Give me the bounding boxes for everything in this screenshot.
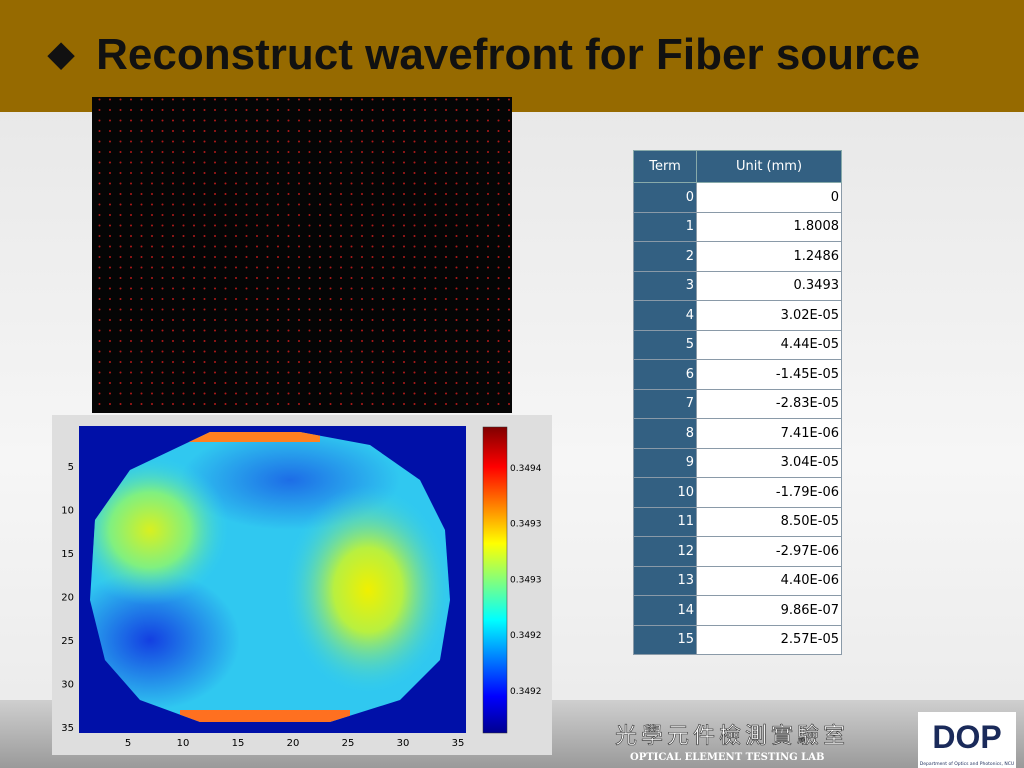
colorbar-label: 0.3494	[510, 464, 542, 474]
x-tick-label: 15	[232, 738, 245, 749]
unit-cell: 1.2486	[696, 241, 842, 272]
unit-cell: 1.8008	[696, 211, 842, 242]
unit-cell: -1.45E-05	[696, 359, 842, 390]
unit-cell: 7.41E-06	[696, 418, 842, 449]
term-cell: 9	[633, 447, 697, 478]
unit-cell: 9.86E-07	[696, 595, 842, 626]
unit-cell: 8.50E-05	[696, 506, 842, 537]
x-tick-label: 10	[177, 738, 190, 749]
col-header: Unit (mm)	[696, 150, 842, 183]
table-row: 11 8.50E-05	[633, 506, 842, 537]
term-cell: 8	[633, 418, 697, 449]
table-row: 1 1.8008	[633, 211, 842, 242]
term-cell: 14	[633, 595, 697, 626]
colorbar-label: 0.3492	[510, 631, 542, 641]
table-row: 12 -2.97E-06	[633, 536, 842, 567]
term-cell: 12	[633, 536, 697, 567]
table-row: 9 3.04E-05	[633, 447, 842, 478]
term-cell: 11	[633, 506, 697, 537]
y-tick-label: 35	[61, 723, 74, 734]
table-row: 7 -2.83E-05	[633, 388, 842, 419]
unit-cell: 3.02E-05	[696, 300, 842, 331]
term-cell: 13	[633, 565, 697, 596]
colorbar-label: 0.3492	[510, 687, 542, 697]
term-cell: 4	[633, 300, 697, 331]
map-rim	[170, 432, 320, 442]
wavefront-map	[90, 432, 450, 722]
y-tick-label: 30	[61, 680, 74, 691]
x-tick-label: 30	[397, 738, 410, 749]
y-tick-label: 5	[68, 462, 74, 473]
y-tick-label: 25	[61, 636, 74, 647]
map-rim	[180, 710, 350, 722]
y-tick-label: 20	[61, 593, 74, 604]
slide-title: ◆ Reconstruct wavefront for Fiber source	[48, 30, 920, 80]
spot-grid	[92, 97, 512, 413]
term-cell: 1	[633, 211, 697, 242]
colorbar-label: 0.3493	[510, 520, 542, 530]
table-row: 5 4.44E-05	[633, 329, 842, 360]
x-tick-label: 20	[287, 738, 300, 749]
table-row: 14 9.86E-07	[633, 595, 842, 626]
unit-cell: 0	[696, 182, 842, 213]
table-body: 0 0 1 1.8008 2 1.2486 3 0.3493 4 3.02E-05 5 4.44E-0…	[633, 182, 842, 655]
table-row: 4 3.02E-05	[633, 300, 842, 331]
term-cell: 7	[633, 388, 697, 419]
term-cell: 10	[633, 477, 697, 508]
department: Department of Optics and Photonics, NCU	[920, 761, 1014, 767]
unit-cell: 4.40E-06	[696, 565, 842, 596]
colorbar	[482, 426, 508, 734]
zernike-table: Term Unit (mm) 0 0 1 1.8008 2 1.2486 3 0.3493 4 3.…	[633, 150, 842, 655]
x-tick-label: 35	[452, 738, 465, 749]
table-row: 3 0.3493	[633, 270, 842, 301]
dop-logo-box	[918, 712, 1016, 768]
x-tick-label: 25	[342, 738, 355, 749]
term-cell: 5	[633, 329, 697, 360]
y-tick-label: 10	[61, 506, 74, 517]
colorbar-label: 0.3493	[510, 575, 542, 585]
table-row: 8 7.41E-06	[633, 418, 842, 449]
unit-cell: -2.97E-06	[696, 536, 842, 567]
table-row: 13 4.40E-06	[633, 565, 842, 596]
term-cell: 6	[633, 359, 697, 390]
table-row: 10 -1.79E-06	[633, 477, 842, 508]
term-cell: 3	[633, 270, 697, 301]
unit-cell: 3.04E-05	[696, 447, 842, 478]
bullet: ◆	[48, 35, 75, 73]
y-tick-label: 15	[61, 549, 74, 560]
header-bar	[0, 0, 1024, 112]
unit-cell: -1.79E-06	[696, 477, 842, 508]
unit-cell: 0.3493	[696, 270, 842, 301]
table-header: Term Unit (mm)	[633, 150, 842, 183]
unit-cell: 2.57E-05	[696, 624, 842, 655]
col-header: Term	[633, 150, 697, 183]
term-cell: 15	[633, 624, 697, 655]
lab-name-zh: 光學元件檢測實驗室	[615, 724, 849, 749]
map-high	[283, 485, 450, 695]
x-tick-label: 5	[125, 738, 131, 749]
unit-cell: -2.83E-05	[696, 388, 842, 419]
dop-logo: DOP	[932, 719, 1001, 755]
table-row: 15 2.57E-05	[633, 624, 842, 655]
table-row: 6 -1.45E-05	[633, 359, 842, 390]
term-cell: 2	[633, 241, 697, 272]
lab-name-en: OPTICAL ELEMENT TESTING LAB	[630, 752, 824, 763]
title-text: Reconstruct wavefront for Fiber source	[96, 30, 921, 79]
table-row: 2 1.2486	[633, 241, 842, 272]
unit-cell: 4.44E-05	[696, 329, 842, 360]
term-cell: 0	[633, 182, 697, 213]
